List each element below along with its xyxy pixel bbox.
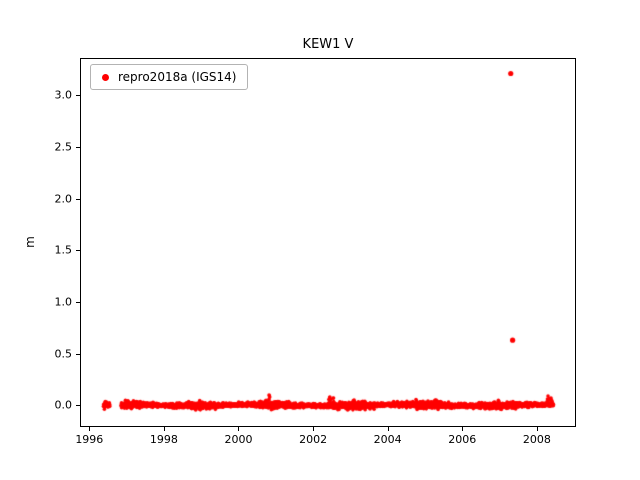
x-tick-label: 2000: [224, 433, 253, 446]
x-tick-mark: [536, 427, 538, 431]
y-tick-mark: [76, 353, 80, 355]
y-tick-label: 1.5: [54, 243, 73, 257]
x-tick-mark: [313, 427, 315, 431]
x-tick-label: 2004: [373, 433, 402, 446]
y-tick-label: 0.5: [54, 347, 73, 361]
x-tick-mark: [238, 427, 240, 431]
y-tick-label: 1.0: [54, 295, 73, 309]
x-tick-label: 1998: [149, 433, 178, 446]
y-tick-mark: [76, 250, 80, 252]
y-tick-mark: [76, 301, 80, 303]
x-tick-mark: [387, 427, 389, 431]
x-tick-mark: [163, 427, 165, 431]
y-tick-mark: [76, 198, 80, 200]
y-tick-mark: [76, 405, 80, 407]
legend-marker-dot: [102, 73, 109, 81]
y-axis-label: m: [23, 236, 37, 248]
legend: repro2018a (IGS14): [90, 64, 249, 90]
y-tick-label: 0.0: [54, 398, 73, 412]
y-tick-label: 3.0: [54, 88, 73, 102]
x-tick-mark: [89, 427, 91, 431]
y-tick-label: 2.0: [54, 192, 73, 206]
chart-title: KEW1 V: [302, 37, 354, 52]
x-tick-label: 1996: [75, 433, 104, 446]
y-tick-mark: [76, 95, 80, 97]
y-tick-label: 2.5: [54, 140, 73, 154]
x-tick-label: 2002: [299, 433, 328, 446]
y-tick-mark: [76, 146, 80, 148]
x-tick-label: 2006: [448, 433, 477, 446]
legend-label: repro2018a (IGS14): [118, 70, 237, 84]
x-tick-label: 2008: [522, 433, 551, 446]
x-tick-mark: [462, 427, 464, 431]
scatter-plot-canvas: [80, 58, 576, 427]
